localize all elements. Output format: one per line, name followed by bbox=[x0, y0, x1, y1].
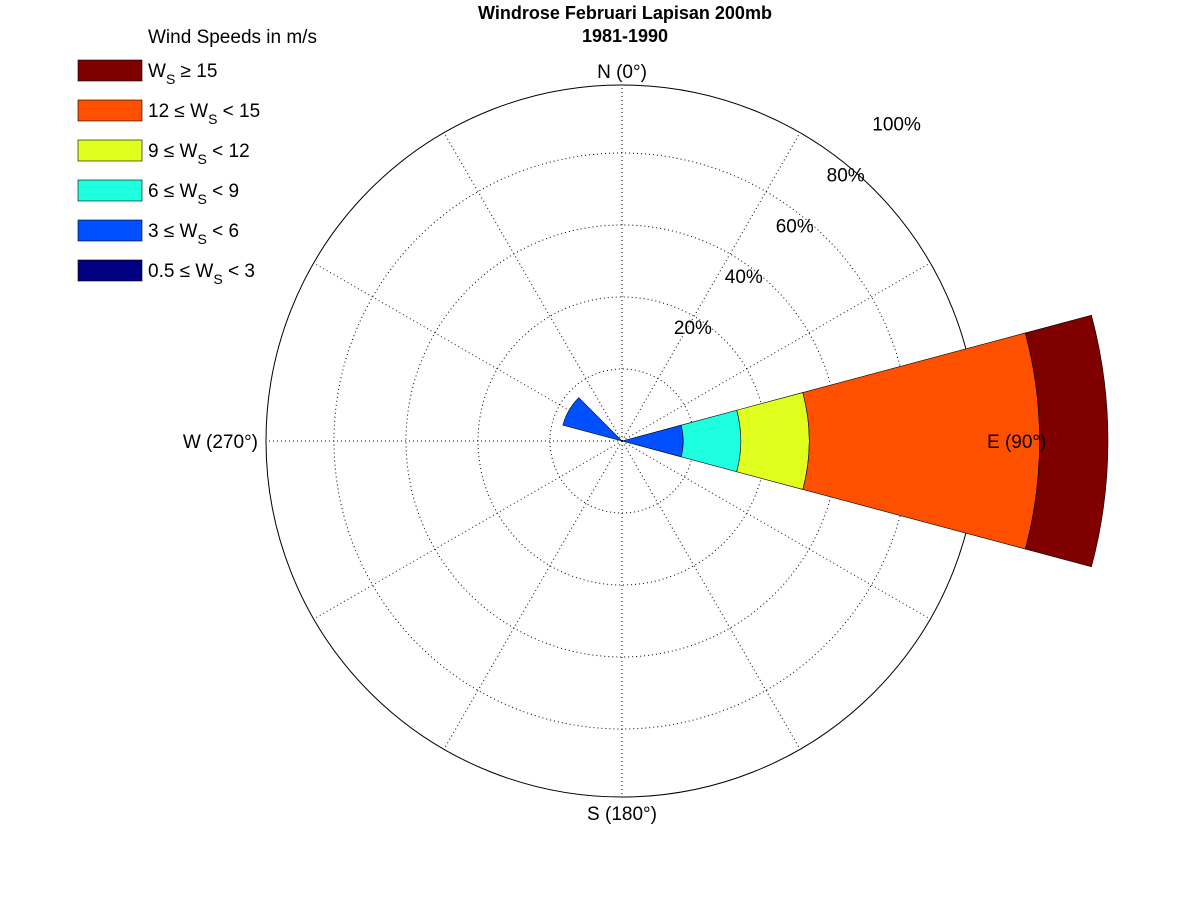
grid-spoke bbox=[443, 132, 623, 442]
legend-swatch bbox=[77, 259, 143, 282]
legend-entry: 6 ≤ WS < 9 bbox=[148, 181, 239, 207]
grid-spoke bbox=[443, 440, 623, 750]
legend-entry: WS ≥ 15 bbox=[148, 61, 217, 87]
sector-segment bbox=[620, 424, 684, 458]
radial-tick-label: 100% bbox=[872, 114, 921, 135]
grid-spoke bbox=[313, 262, 623, 442]
legend-title: Wind Speeds in m/s bbox=[148, 27, 317, 48]
legend-swatch bbox=[77, 59, 143, 82]
direction-label: N (0°) bbox=[597, 62, 647, 83]
radial-tick-label: 20% bbox=[674, 318, 712, 339]
grid-spoke bbox=[621, 440, 801, 750]
direction-label: S (180°) bbox=[587, 804, 657, 825]
grid-spoke bbox=[621, 262, 931, 442]
legend-entry: 3 ≤ WS < 6 bbox=[148, 221, 239, 247]
legend-swatch bbox=[77, 219, 143, 242]
legend-swatch bbox=[77, 99, 143, 122]
direction-label: W (270°) bbox=[183, 432, 258, 453]
legend-swatch bbox=[77, 139, 143, 162]
direction-label: E (90°) bbox=[987, 432, 1046, 453]
radial-tick-label: 60% bbox=[776, 216, 814, 237]
grid-spoke bbox=[621, 132, 801, 442]
legend-swatch bbox=[77, 179, 143, 202]
grid-spoke bbox=[313, 440, 623, 620]
sector-segment bbox=[680, 409, 742, 473]
chart-title: Windrose Februari Lapisan 200mb bbox=[478, 3, 772, 23]
legend-entry: 12 ≤ WS < 15 bbox=[148, 101, 260, 127]
legend-entry: 9 ≤ WS < 12 bbox=[148, 141, 250, 167]
chart-subtitle: 1981-1990 bbox=[582, 26, 668, 46]
sector-segment bbox=[562, 397, 624, 442]
radial-tick-label: 80% bbox=[827, 165, 865, 186]
radial-tick-label: 40% bbox=[725, 267, 763, 288]
grid-spoke bbox=[621, 440, 931, 620]
legend: Wind Speeds in m/s WS ≥ 15 12 ≤ WS < 15 9 … bbox=[77, 27, 317, 287]
legend-entry: 0.5 ≤ WS < 3 bbox=[148, 261, 255, 287]
wind-sectors bbox=[562, 314, 1109, 568]
axis-labels: N (0°) E (90°) S (180°) W (270°) 20% 40% 60% 80… bbox=[183, 62, 1047, 825]
sector-segment bbox=[736, 392, 810, 490]
sector-segment bbox=[1025, 314, 1109, 568]
